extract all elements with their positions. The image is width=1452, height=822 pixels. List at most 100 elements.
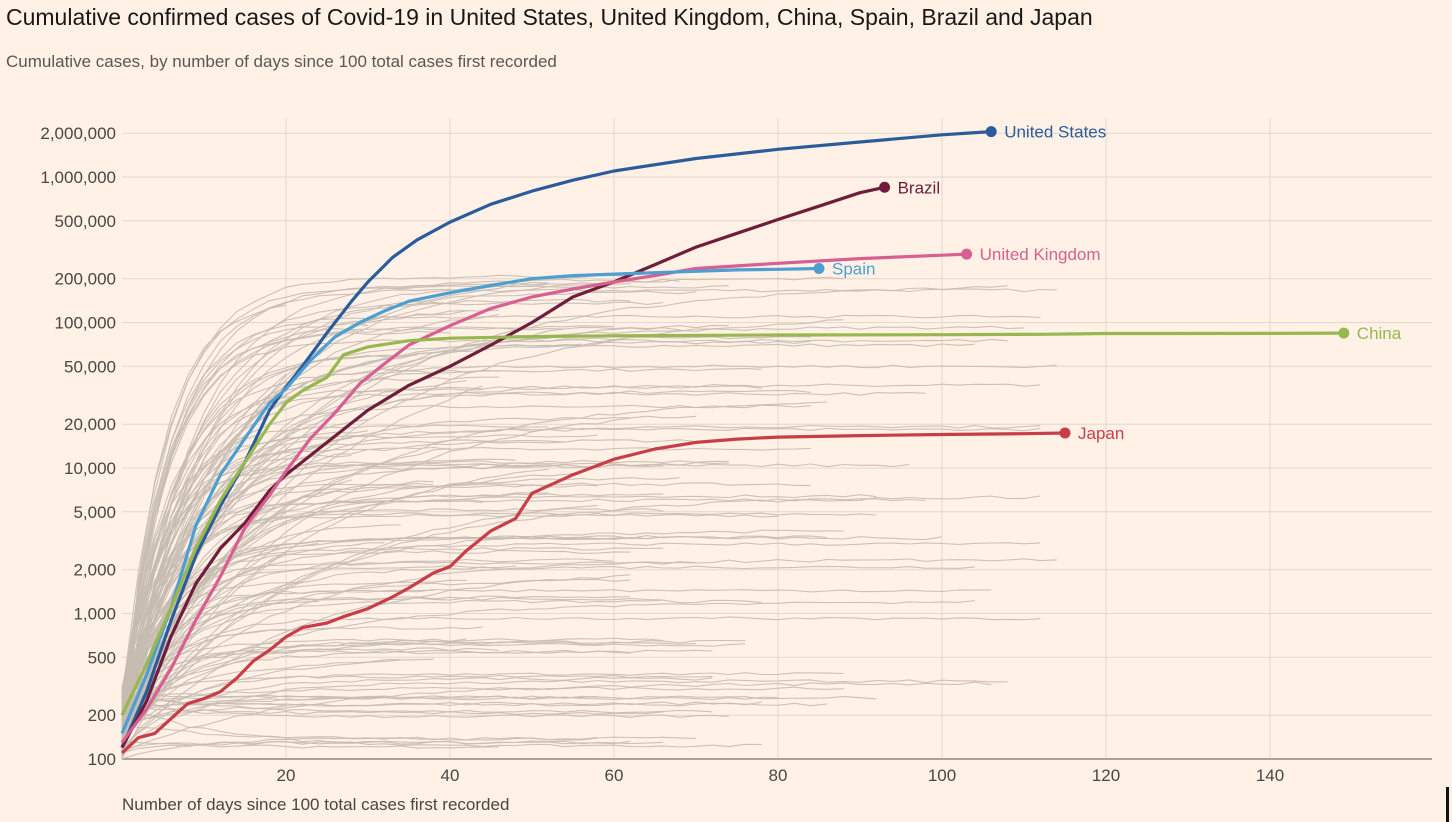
other-country-line (121, 309, 500, 759)
other-country-line (121, 314, 1041, 712)
other-country-line (121, 285, 1008, 694)
x-tick-label: 60 (605, 766, 624, 785)
china-end-dot (1338, 327, 1350, 339)
other-country-line (121, 686, 844, 700)
other-country-line (121, 477, 680, 757)
other-country-line (121, 529, 844, 759)
other-country-line (121, 626, 483, 728)
other-country-line (121, 324, 729, 747)
other-country-line (121, 701, 762, 726)
other-country-line (121, 446, 811, 739)
united-kingdom-label: United Kingdom (980, 245, 1101, 264)
united-states-label: United States (1004, 123, 1106, 142)
x-tick-label: 140 (1256, 766, 1284, 785)
other-country-line (121, 482, 811, 691)
other-country-line (121, 415, 697, 754)
axis-ticks: 20 40 60 80 100 120 140 100 200 500 1,000 2,000 5,00… (40, 124, 1284, 785)
chart-title: Cumulative confirmed cases of Covid-19 i… (6, 4, 1093, 30)
other-country-line (121, 354, 401, 717)
other-country-line (121, 703, 762, 748)
y-tick-label: 50,000 (64, 357, 116, 376)
other-country-line (121, 658, 434, 737)
other-country-line (121, 565, 975, 752)
other-country-line (121, 561, 697, 736)
other-country-line (121, 513, 779, 712)
other-country-line (121, 424, 1041, 696)
y-tick-label: 2,000,000 (40, 124, 116, 143)
other-country-line (121, 616, 1041, 738)
other-country-line (121, 466, 533, 722)
chart-subtitle: Cumulative cases, by number of days sinc… (6, 52, 557, 71)
other-country-line (121, 508, 664, 713)
other-country-line (121, 536, 943, 697)
y-tick-label: 10,000 (64, 459, 116, 478)
other-country-line (121, 740, 664, 754)
other-country-line (121, 637, 664, 722)
x-tick-label: 20 (277, 766, 296, 785)
other-country-line (121, 579, 467, 693)
other-country-line (121, 596, 664, 744)
japan-line (120, 431, 1066, 755)
other-country-line (121, 641, 697, 740)
united-kingdom-end-dot (961, 248, 973, 260)
other-country-line (121, 674, 713, 708)
other-country-line (121, 367, 762, 691)
other-country-line (121, 278, 680, 755)
y-tick-label: 500 (88, 648, 116, 667)
other-country-line (121, 441, 565, 710)
spain-end-dot (813, 263, 825, 275)
other-country-line (121, 427, 1041, 697)
other-country-line (121, 343, 582, 691)
other-country-line (121, 319, 844, 751)
other-country-line (121, 462, 729, 743)
other-country-line (121, 385, 762, 732)
other-country-line (121, 492, 549, 750)
other-country-line (121, 401, 828, 710)
y-tick-label: 100 (88, 750, 116, 769)
japan-end-dot (1059, 427, 1071, 439)
other-country-line (121, 690, 729, 718)
united-states-line (120, 130, 992, 749)
x-axis-title: Number of days since 100 total cases fir… (122, 795, 509, 814)
other-country-line (121, 277, 844, 725)
y-tick-label: 1,000 (73, 605, 116, 624)
y-tick-label: 200,000 (55, 270, 116, 289)
other-country-line (121, 495, 1041, 745)
other-country-line (121, 285, 729, 697)
other-country-line (121, 649, 631, 701)
other-countries-lines (121, 274, 1057, 760)
spain-label: Spain (832, 260, 875, 279)
y-tick-label: 5,000 (73, 503, 116, 522)
other-country-line (121, 595, 631, 721)
other-country-line (121, 696, 779, 717)
other-country-line (121, 460, 729, 697)
other-country-line (121, 354, 418, 746)
y-tick-label: 2,000 (73, 561, 116, 580)
other-country-line (121, 579, 631, 695)
other-country-line (121, 322, 369, 754)
other-country-line (121, 542, 319, 696)
other-country-line (121, 471, 582, 721)
y-tick-label: 20,000 (64, 415, 116, 434)
other-country-line (121, 599, 975, 714)
x-tick-label: 100 (928, 766, 956, 785)
other-country-line (121, 658, 401, 707)
other-country-line (121, 424, 549, 748)
japan-label: Japan (1078, 424, 1124, 443)
y-tick-label: 1,000,000 (40, 168, 116, 187)
other-country-line (121, 558, 1057, 743)
other-country-line (121, 588, 992, 756)
china-line (120, 331, 1344, 716)
other-country-line (122, 741, 500, 749)
other-country-line (121, 404, 811, 700)
other-country-line (121, 298, 631, 755)
other-country-line (121, 704, 664, 715)
other-country-line (121, 330, 451, 721)
other-country-line (121, 721, 598, 741)
other-country-line (121, 672, 844, 752)
other-country-line (121, 383, 1041, 696)
x-tick-label: 40 (441, 766, 460, 785)
united-states-end-dot (985, 126, 997, 138)
other-country-line (121, 380, 467, 703)
